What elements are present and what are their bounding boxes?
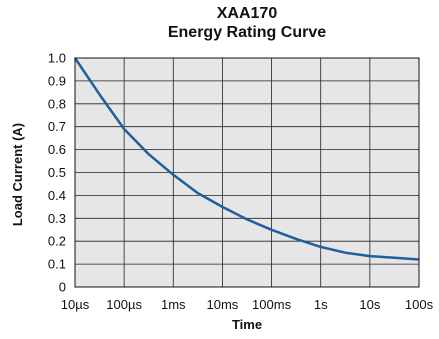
y-tick-label: 0.3 <box>48 211 66 226</box>
x-tick-label: 100s <box>405 297 434 312</box>
y-tick-label: 0.7 <box>48 119 66 134</box>
x-axis-ticks: 10µs 100µs 1ms 10ms 100ms 1s 10s 100s <box>61 297 434 312</box>
x-tick-label: 10s <box>359 297 380 312</box>
y-tick-label: 1.0 <box>48 51 66 66</box>
y-tick-label: 0.8 <box>48 96 66 111</box>
series-line <box>73 57 420 261</box>
x-tick-label: 100µs <box>106 297 142 312</box>
y-tick-label: 0.5 <box>48 165 66 180</box>
y-tick-label: 0.2 <box>48 234 66 249</box>
y-axis-ticks: 0 0.1 0.2 0.3 0.4 0.5 0.6 0.7 0.8 0.9 1.0 <box>48 51 66 295</box>
x-tick-label: 1s <box>314 297 328 312</box>
x-tick-label: 10µs <box>61 297 90 312</box>
x-tick-label: 1ms <box>161 297 186 312</box>
chart-subtitle: Energy Rating Curve <box>167 24 327 41</box>
x-tick-label: 100ms <box>252 297 292 312</box>
x-tick-label: 10ms <box>207 297 239 312</box>
y-tick-label: 0.6 <box>48 142 66 157</box>
y-tick-label: 0.9 <box>48 73 66 88</box>
y-tick-label: 0.4 <box>48 188 66 203</box>
chart-title: XAA170 <box>216 5 278 22</box>
y-tick-label: 0 <box>59 280 66 295</box>
plot-frame <box>74 57 420 288</box>
x-axis-title: Time <box>232 317 262 332</box>
y-axis-title: Load Current (A) <box>10 123 25 226</box>
y-tick-label: 0.1 <box>48 257 66 272</box>
grid-lines <box>75 58 419 287</box>
